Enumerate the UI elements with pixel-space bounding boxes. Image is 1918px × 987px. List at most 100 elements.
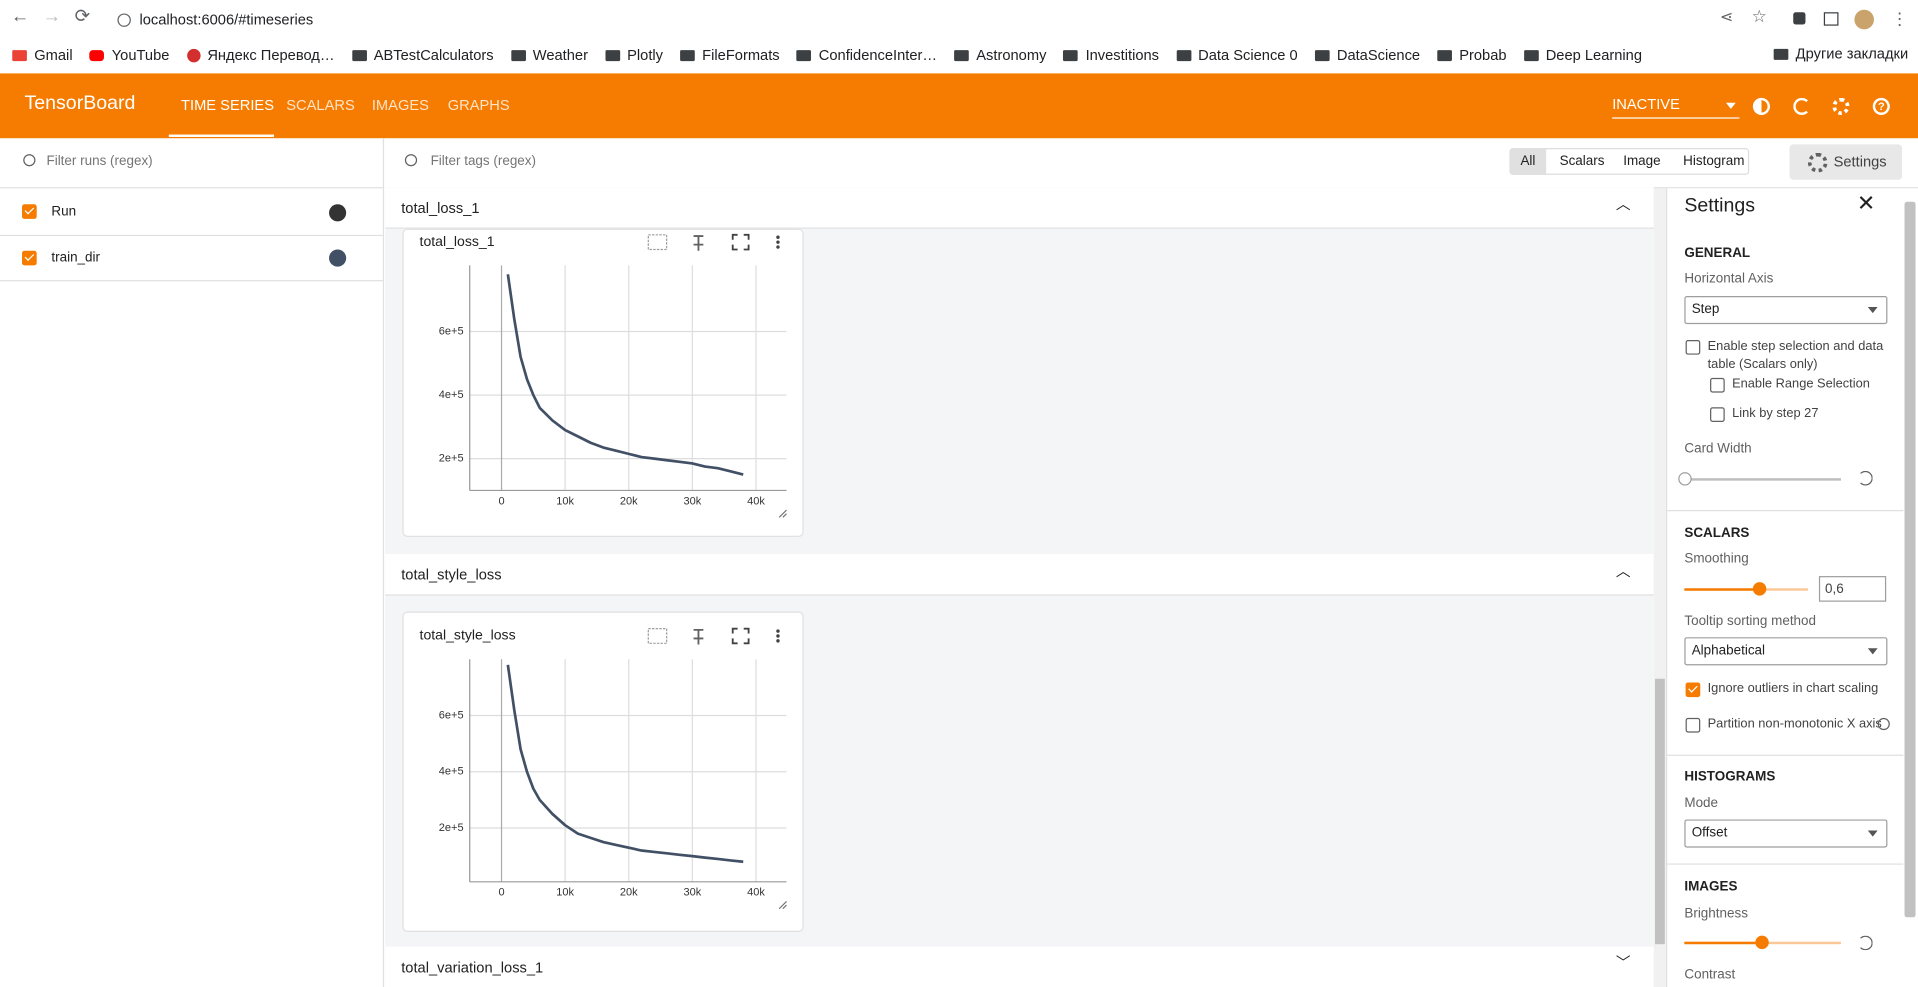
menu-dot[interactable] [776, 240, 780, 244]
series-line [506, 664, 744, 864]
extensions-icon[interactable] [1793, 12, 1806, 25]
close-button[interactable]: ✕ [1856, 190, 1876, 216]
pin-icon[interactable] [693, 235, 704, 251]
x-tick-label: 20k [620, 887, 638, 899]
y-tick-label: 6e+5 [439, 325, 464, 337]
slider-fill [1684, 941, 1762, 945]
reload-status[interactable]: INACTIVE [1612, 95, 1680, 113]
select[interactable]: Alphabetical [1684, 637, 1888, 666]
bookmark[interactable]: Astronomy [954, 45, 1046, 65]
checkbox[interactable] [1685, 717, 1701, 733]
fullscreen-icon[interactable] [731, 233, 750, 251]
tab[interactable]: IMAGES [371, 96, 429, 114]
settings-icon[interactable] [1832, 97, 1850, 115]
type-filter[interactable]: Scalars [1559, 154, 1605, 169]
bookmark[interactable]: Data Science 0 [1176, 45, 1298, 65]
bookmark[interactable]: DataScience [1314, 45, 1420, 65]
reset-icon[interactable] [1858, 935, 1873, 951]
section-header[interactable] [385, 187, 1654, 229]
refresh-icon[interactable] [1793, 97, 1811, 115]
reload-button[interactable]: ⟳ [74, 6, 91, 27]
field-label: Smoothing [1684, 551, 1749, 567]
slider-knob[interactable] [1678, 472, 1692, 486]
type-filter[interactable]: All [1520, 154, 1536, 169]
run-color[interactable] [329, 249, 347, 267]
help-icon[interactable] [1877, 717, 1890, 731]
run-checkbox[interactable] [22, 250, 37, 266]
resize-handle[interactable] [778, 509, 787, 518]
share-icon[interactable]: ⋖ [1719, 7, 1734, 26]
settings-scroll-thumb[interactable] [1904, 201, 1916, 918]
fit-domain-icon[interactable] [647, 234, 668, 251]
type-filter[interactable]: Image [1623, 154, 1661, 169]
menu-dot[interactable] [776, 629, 780, 633]
run-checkbox[interactable] [22, 204, 37, 219]
bookmark[interactable]: Deep Learning [1523, 45, 1642, 65]
bookmark[interactable]: Яндекс Перевод… [186, 45, 335, 65]
bookmark[interactable]: YouTube [89, 45, 169, 65]
sidepanel-icon[interactable] [1823, 12, 1839, 26]
smoothing-input[interactable] [1818, 576, 1887, 602]
bookmark-label: Probab [1459, 46, 1507, 64]
folder-icon [1773, 48, 1789, 60]
checkbox[interactable] [1710, 407, 1725, 422]
bookmark[interactable]: Weather [510, 45, 588, 65]
settings-heading: GENERAL [1684, 245, 1751, 261]
settings-button-label[interactable]: Settings [1833, 152, 1887, 171]
menu-icon[interactable]: ⋮ [1891, 8, 1909, 29]
tab[interactable]: TIME SERIES [181, 96, 275, 114]
type-filter[interactable]: Histogram [1683, 154, 1745, 169]
divider [1667, 863, 1904, 865]
section-header[interactable] [385, 554, 1654, 596]
section-header[interactable] [385, 946, 1654, 987]
bookmark[interactable]: Gmail [12, 45, 73, 65]
fit-domain-icon[interactable] [647, 628, 668, 644]
slider-knob[interactable] [1752, 582, 1767, 596]
select[interactable]: Step [1684, 295, 1888, 325]
other-bookmarks[interactable]: Другие закладки [1773, 45, 1908, 62]
palette-icon[interactable] [329, 204, 347, 222]
star-icon[interactable]: ☆ [1751, 6, 1768, 26]
bookmark[interactable]: ABTestCalculators [351, 45, 494, 65]
help-icon[interactable]: ? [1872, 97, 1890, 115]
tab[interactable]: GRAPHS [447, 96, 510, 114]
select[interactable]: Offset [1684, 819, 1888, 848]
url[interactable]: localhost:6006/#timeseries [139, 11, 314, 29]
menu-dot[interactable] [776, 634, 780, 638]
profile-avatar[interactable] [1854, 9, 1874, 30]
pin-icon[interactable] [693, 628, 704, 645]
tab[interactable]: SCALARS [286, 96, 355, 114]
checkbox-label: Partition non-monotonic X axis [1707, 716, 1882, 732]
bookmark[interactable]: Probab [1437, 45, 1507, 65]
bookmark[interactable]: FileFormats [680, 45, 780, 65]
runs-filter[interactable]: Filter runs (regex) [46, 154, 153, 169]
menu-dot[interactable] [776, 639, 780, 643]
chart-title: total_style_loss [420, 627, 516, 643]
app-header [0, 73, 1918, 139]
collapse-icon[interactable]: ︿ [1615, 195, 1631, 213]
fullscreen-icon[interactable] [731, 627, 750, 645]
bookmark[interactable]: Investitions [1063, 45, 1159, 65]
tags-filter[interactable]: Filter tags (regex) [430, 154, 537, 169]
forward-button[interactable]: → [42, 6, 62, 27]
bookmarks-bar: Gmail YouTube Яндекс Перевод… ABTestCalcula… [12, 45, 1659, 65]
checkbox[interactable] [1710, 377, 1725, 393]
slider-knob[interactable] [1755, 935, 1769, 950]
collapse-icon[interactable]: ︿ [1615, 562, 1631, 580]
bookmark[interactable]: ConfidenceInter… [796, 45, 937, 65]
chart: total_style_loss 2e+5 4e+5 6e+5 0 10k 20k 30k 40… [420, 627, 787, 910]
theme-icon[interactable] [1752, 97, 1770, 115]
expand-icon[interactable]: ﹀ [1615, 953, 1631, 972]
menu-dot[interactable] [776, 245, 780, 249]
reset-icon[interactable] [1858, 470, 1873, 486]
run-label: Run [51, 204, 77, 219]
checkbox[interactable] [1685, 682, 1701, 698]
checkbox[interactable] [1685, 340, 1701, 355]
select-value: Offset [1691, 825, 1728, 841]
resize-handle[interactable] [778, 900, 787, 910]
bookmark[interactable]: Plotly [605, 45, 663, 65]
scrollbar-thumb[interactable] [1655, 678, 1665, 945]
menu-dot[interactable] [776, 235, 780, 239]
back-button[interactable]: ← [11, 6, 30, 27]
